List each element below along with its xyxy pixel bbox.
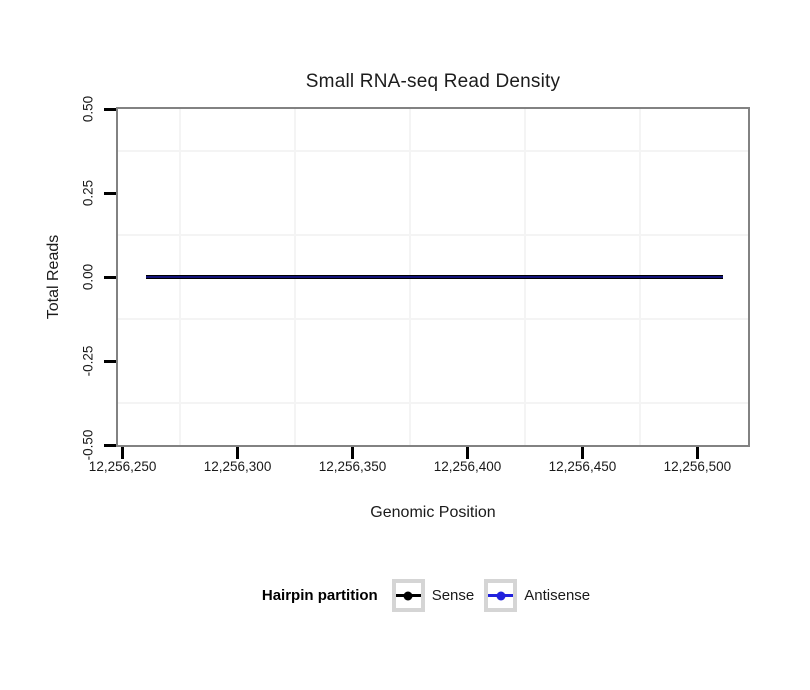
y-minor-gridline bbox=[118, 318, 748, 320]
legend-label: Sense bbox=[431, 587, 475, 604]
x-tick-label: 12,256,500 bbox=[663, 459, 732, 474]
y-tick-mark bbox=[104, 275, 116, 279]
y-tick-label: -0.50 bbox=[80, 429, 96, 461]
x-tick-label: 12,256,250 bbox=[88, 459, 157, 474]
legend: Hairpin partition Sense Antisense bbox=[26, 579, 810, 612]
legend-key-antisense bbox=[484, 579, 518, 612]
x-tick-mark bbox=[465, 447, 469, 459]
legend-label: Antisense bbox=[524, 587, 591, 604]
legend-entry-sense: Sense bbox=[391, 579, 475, 612]
y-minor-gridline bbox=[118, 150, 748, 152]
legend-key-point-icon bbox=[403, 591, 413, 600]
legend-entries: Sense Antisense bbox=[391, 579, 600, 612]
y-axis-title: Total Reads bbox=[45, 234, 62, 320]
x-tick-mark bbox=[236, 447, 240, 459]
y-tick-mark bbox=[104, 443, 116, 447]
x-tick-mark bbox=[121, 447, 125, 459]
legend-title: Hairpin partition bbox=[261, 587, 378, 604]
legend-entry-antisense: Antisense bbox=[484, 579, 590, 612]
y-tick-label: 0.00 bbox=[80, 263, 96, 291]
series-line-antisense bbox=[145, 276, 723, 278]
y-tick-label: 0.50 bbox=[80, 95, 96, 123]
y-tick-mark bbox=[104, 359, 116, 363]
x-tick-label: 12,256,400 bbox=[433, 459, 502, 474]
x-tick-mark bbox=[351, 447, 355, 459]
legend-key-sense bbox=[391, 579, 425, 612]
y-tick-mark bbox=[104, 191, 116, 195]
x-axis-title: Genomic Position bbox=[370, 504, 496, 521]
x-tick-mark bbox=[695, 447, 699, 459]
y-tick-mark bbox=[104, 107, 116, 111]
y-tick-label: -0.25 bbox=[80, 345, 96, 377]
x-tick-label: 12,256,350 bbox=[318, 459, 387, 474]
legend-key-point-icon bbox=[496, 591, 506, 600]
chart-title: Small RNA-seq Read Density bbox=[305, 71, 561, 92]
y-minor-gridline bbox=[118, 234, 748, 236]
x-tick-label: 12,256,450 bbox=[548, 459, 617, 474]
y-minor-gridline bbox=[118, 402, 748, 404]
plot-panel bbox=[116, 107, 750, 447]
x-tick-mark bbox=[580, 447, 584, 459]
y-tick-label: 0.25 bbox=[80, 179, 96, 207]
x-tick-label: 12,256,300 bbox=[203, 459, 272, 474]
